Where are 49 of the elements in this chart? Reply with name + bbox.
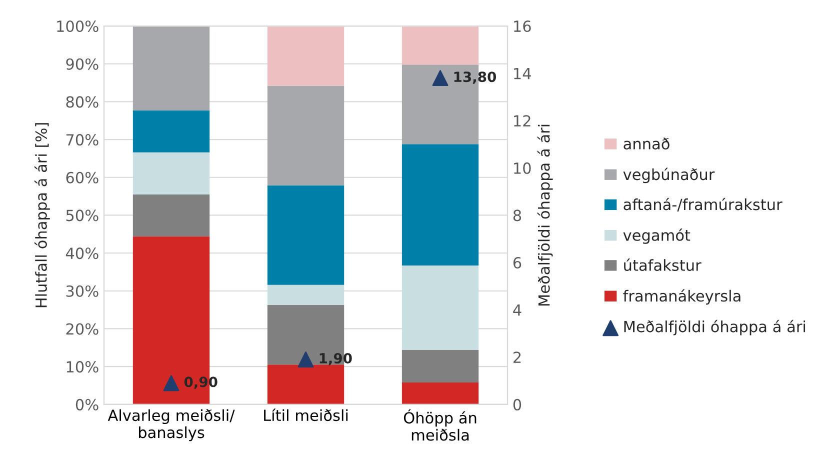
bar (132, 110, 210, 152)
y-tick-label: 10% (66, 361, 98, 373)
x-tick-label: Lítil meiðsli (264, 408, 348, 422)
bar (402, 382, 479, 404)
y-axis-title: Hlutfall óhappa á ári [%] (34, 123, 50, 308)
legend-label: annað (624, 138, 670, 150)
y2-tick-label: 12 (514, 115, 530, 126)
legend-label: aftaná-/framúrakstur (624, 198, 782, 212)
legend-label: vegbúnaður (623, 168, 715, 184)
y2-tick-label: 16 (514, 20, 531, 32)
bar (402, 266, 479, 350)
bar (132, 26, 210, 110)
y2-axis-title: Meðalfjöldi óhappa á ári (537, 124, 553, 306)
y2-tick-label: 0 (513, 398, 522, 410)
y2-tick-label: 2 (514, 352, 521, 363)
bar (402, 350, 479, 382)
bar (267, 26, 344, 86)
y-tick-label: 80% (66, 96, 98, 108)
y-tick-label: 90% (66, 58, 98, 70)
bar (132, 194, 210, 236)
y2-tick-label: 14 (514, 68, 531, 80)
y-tick-label: 60% (66, 172, 98, 184)
y2-tick-label: 10 (514, 162, 531, 174)
legend-label: Meðalfjöldi óhappa á ári (624, 320, 806, 336)
point (298, 352, 314, 368)
y-tick-label: 0% (76, 398, 98, 410)
y2-tick-label: 8 (513, 210, 522, 222)
legend-label: vegamót (623, 228, 690, 244)
bar (132, 152, 210, 194)
x-tick-label: Alvarleg meiðsli/ banaslys (108, 409, 235, 442)
y2-tick-label: 6 (513, 256, 522, 269)
point (432, 70, 448, 86)
bar (402, 26, 479, 65)
legend-label: útafakstur (624, 258, 702, 271)
bar (267, 185, 344, 285)
y-tick-label: 40% (66, 248, 98, 260)
y-tick-label: 100% (57, 20, 98, 32)
y-tick-label: 20% (66, 323, 98, 335)
bar (267, 284, 344, 305)
y-tick-label: 70% (66, 134, 98, 146)
y-tick-label: 50% (66, 210, 98, 222)
bar (267, 364, 344, 404)
point (163, 375, 180, 392)
y-tick-label: 30% (66, 285, 98, 297)
y2-tick-label: 4 (513, 304, 522, 316)
x-tick-label: Óhöpp án meiðsla (404, 409, 476, 441)
legend-label: framanákeyrsla (623, 289, 740, 305)
bar (267, 86, 344, 186)
bar (402, 144, 479, 266)
